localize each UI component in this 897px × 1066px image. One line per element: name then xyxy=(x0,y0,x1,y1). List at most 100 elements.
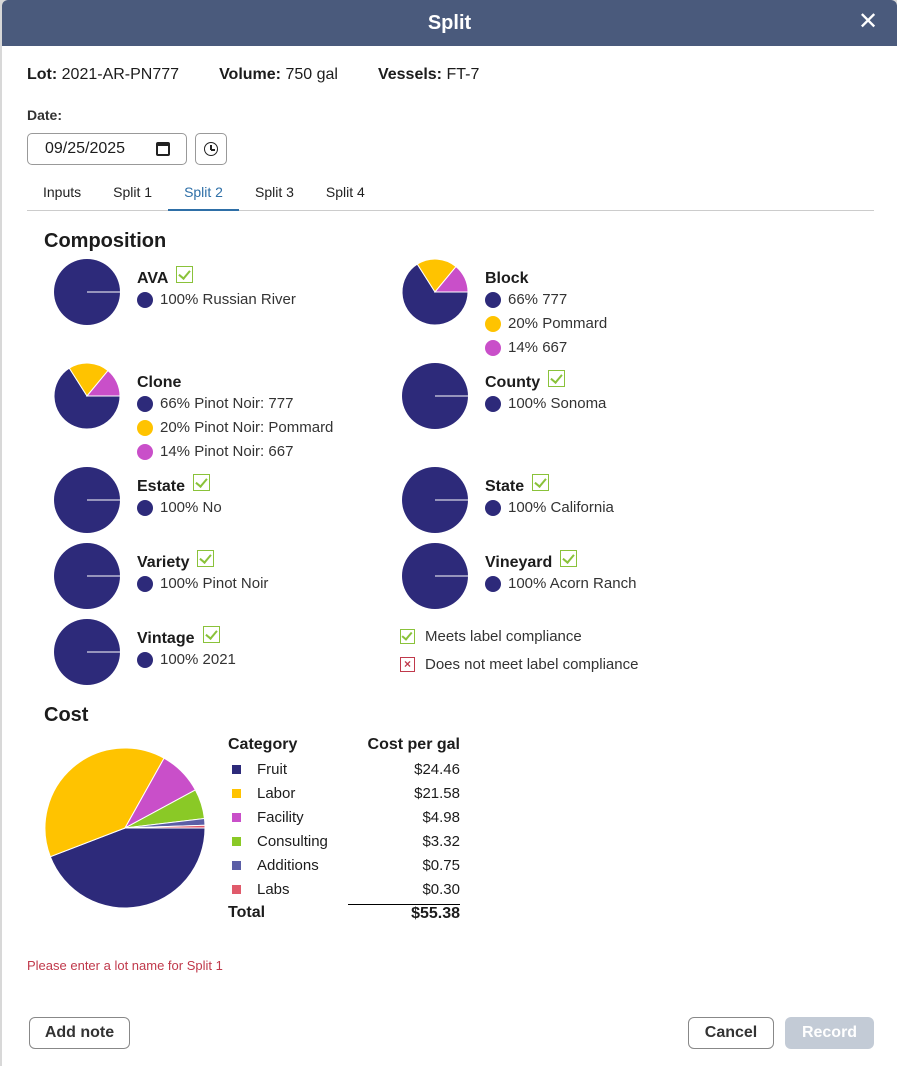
cost-value: $3.32 xyxy=(422,832,460,850)
legend-not-meets: × Does not meet label compliance xyxy=(400,656,638,673)
county-label: County xyxy=(485,370,566,392)
variety-pie-chart xyxy=(54,543,120,609)
check-icon xyxy=(197,550,215,568)
check-icon xyxy=(202,626,220,644)
estate-label-text: Estate xyxy=(137,478,186,495)
tab-split-4[interactable]: Split 4 xyxy=(325,184,365,200)
cost-category: Facility xyxy=(257,808,304,826)
clone-entry: 20% Pinot Noir: Pommard xyxy=(137,419,333,436)
state-pie-chart xyxy=(402,467,468,533)
dialog-title: Split xyxy=(427,11,472,34)
time-button[interactable] xyxy=(195,133,227,165)
entry-text: 14% 667 xyxy=(508,339,568,356)
entry-text: 100% California xyxy=(508,499,614,516)
clone-label: Clone xyxy=(137,374,181,392)
cost-row-fruit: Fruit $24.46 xyxy=(228,757,460,781)
total-value: $55.38 xyxy=(348,903,460,923)
add-note-button[interactable]: Add note xyxy=(29,1017,130,1049)
entry-text: 66% Pinot Noir: 777 xyxy=(160,395,294,412)
legend-dot xyxy=(485,339,501,356)
cost-row-consulting: Consulting $3.32 xyxy=(228,829,460,853)
legend-meets-text: Meets label compliance xyxy=(425,628,582,645)
entry-text: 100% No xyxy=(160,499,222,516)
entry-text: 100% 2021 xyxy=(160,651,236,668)
vineyard-label-text: Vineyard xyxy=(485,554,553,571)
cost-row-labs: Labs $0.30 xyxy=(228,877,460,901)
close-icon[interactable]: ✕ xyxy=(857,8,879,35)
legend-dot xyxy=(137,443,153,460)
block-slice-20-pommard xyxy=(416,258,457,293)
cost-total-row: Total $55.38 xyxy=(228,901,460,925)
volume-label: Volume: xyxy=(219,66,281,83)
date-input[interactable]: 09/25/2025 xyxy=(27,133,187,165)
split-tabs: Inputs Split 1 Split 2 Split 3 Split 4 xyxy=(27,176,874,211)
county-label-text: County xyxy=(485,374,541,391)
legend-dot xyxy=(137,575,153,592)
tab-split-1[interactable]: Split 1 xyxy=(113,184,153,200)
legend-square xyxy=(232,836,241,846)
clone-entry: 14% Pinot Noir: 667 xyxy=(137,443,293,460)
variety-label-text: Variety xyxy=(137,554,190,571)
vintage-label-text: Vintage xyxy=(137,630,195,647)
ava-entry: 100% Russian River xyxy=(137,291,296,308)
check-icon xyxy=(193,474,211,492)
entry-text: 100% Pinot Noir xyxy=(160,575,269,592)
legend-dot xyxy=(485,315,501,332)
calendar-icon[interactable] xyxy=(156,142,170,156)
legend-square xyxy=(232,764,241,774)
date-label: Date: xyxy=(27,107,63,123)
cost-category-cell: Labs xyxy=(228,881,348,898)
vineyard-pie-chart xyxy=(402,543,468,609)
legend-dot xyxy=(485,395,501,412)
cost-category: Labor xyxy=(257,784,296,802)
entry-text: 100% Sonoma xyxy=(508,395,607,412)
check-icon xyxy=(532,474,550,492)
state-entry: 100% California xyxy=(485,499,614,516)
tab-split-3[interactable]: Split 3 xyxy=(254,184,294,200)
cost-category: Additions xyxy=(257,856,319,874)
block-pie-chart xyxy=(401,258,469,326)
error-message: Please enter a lot name for Split 1 xyxy=(27,958,223,973)
clone-slice-20-pinot-noir-pommard xyxy=(68,362,109,397)
check-icon xyxy=(548,370,566,388)
vineyard-label: Vineyard xyxy=(485,550,578,572)
tab-split-2[interactable]: Split 2 xyxy=(168,176,239,211)
cost-category: Labs xyxy=(257,880,290,898)
check-icon xyxy=(560,550,578,568)
legend-dot xyxy=(137,651,153,668)
cost-category-cell: Additions xyxy=(228,857,348,874)
variety-label: Variety xyxy=(137,550,215,572)
cost-table: Category Cost per gal Fruit $24.46 Labor $2… xyxy=(228,733,460,925)
cost-title: Cost xyxy=(44,704,89,726)
legend-dot xyxy=(485,575,501,592)
block-slice-66-777 xyxy=(401,263,469,326)
cost-category-cell: Consulting xyxy=(228,833,348,850)
vessels-value: FT-7 xyxy=(446,66,480,83)
ava-pie-chart xyxy=(54,259,120,325)
record-button[interactable]: Record xyxy=(785,1017,874,1049)
estate-pie-chart xyxy=(54,467,120,533)
cost-value: $0.75 xyxy=(422,856,460,874)
dialog-titlebar: Split ✕ xyxy=(2,0,897,46)
cost-value: $21.58 xyxy=(414,784,460,802)
state-label-text: State xyxy=(485,478,525,495)
cancel-button[interactable]: Cancel xyxy=(688,1017,774,1049)
block-label-text: Block xyxy=(485,270,529,287)
tab-inputs[interactable]: Inputs xyxy=(43,184,82,200)
cost-category-cell: Labor xyxy=(228,785,348,802)
clock-icon xyxy=(204,142,218,156)
state-label: State xyxy=(485,474,550,496)
vessels-label: Vessels: xyxy=(377,66,443,83)
county-pie-chart xyxy=(402,363,468,429)
cost-slice-fruit xyxy=(49,827,206,909)
check-icon xyxy=(176,266,194,284)
legend-square xyxy=(232,884,241,894)
clone-pie-chart xyxy=(53,362,121,430)
legend-meets: Meets label compliance xyxy=(400,628,582,645)
estate-entry: 100% No xyxy=(137,499,222,516)
entry-text: 20% Pommard xyxy=(508,315,608,332)
entry-text: 20% Pinot Noir: Pommard xyxy=(160,419,334,436)
block-entry: 14% 667 xyxy=(485,339,567,356)
variety-entry: 100% Pinot Noir xyxy=(137,575,268,592)
